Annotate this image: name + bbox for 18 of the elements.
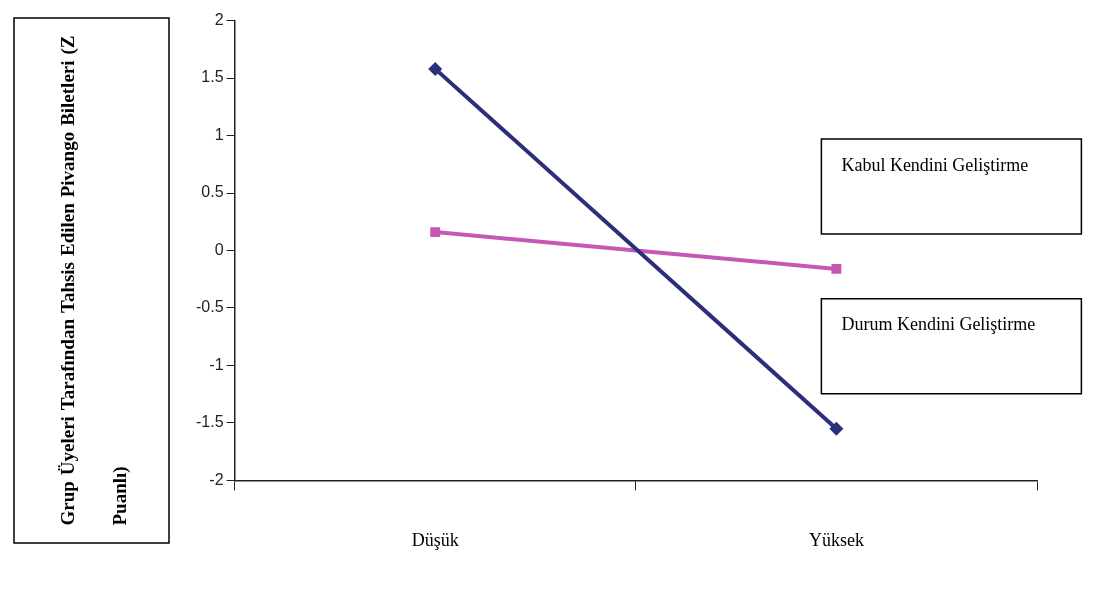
text: Durum Kendini Geliştirme — [841, 314, 1036, 335]
y-tick-label: -2 — [209, 470, 224, 488]
point — [428, 61, 443, 76]
y-tick-label: 1.5 — [201, 68, 224, 86]
y-tick-label: 0 — [214, 240, 224, 258]
y-tick-label: -0.5 — [195, 298, 224, 316]
y-tick-label: 0.5 — [201, 183, 224, 201]
y-tick-label: -1.5 — [195, 413, 224, 431]
text: Grup Üyeleri Tarafından Tahsis Edilen Pivango Biletleri (Z Puanlı) — [56, 35, 130, 526]
x-tick-label: Yüksek — [808, 529, 864, 550]
point — [430, 227, 441, 238]
point — [831, 263, 842, 274]
point — [829, 421, 844, 436]
y-tick-label: 2 — [214, 11, 224, 29]
text: Kabul Kendini Geliştirme — [841, 154, 1029, 175]
y-tick-label: -1 — [209, 355, 224, 373]
y-tick-label: 1 — [214, 125, 224, 143]
x-tick-label: Düşük — [411, 529, 459, 550]
